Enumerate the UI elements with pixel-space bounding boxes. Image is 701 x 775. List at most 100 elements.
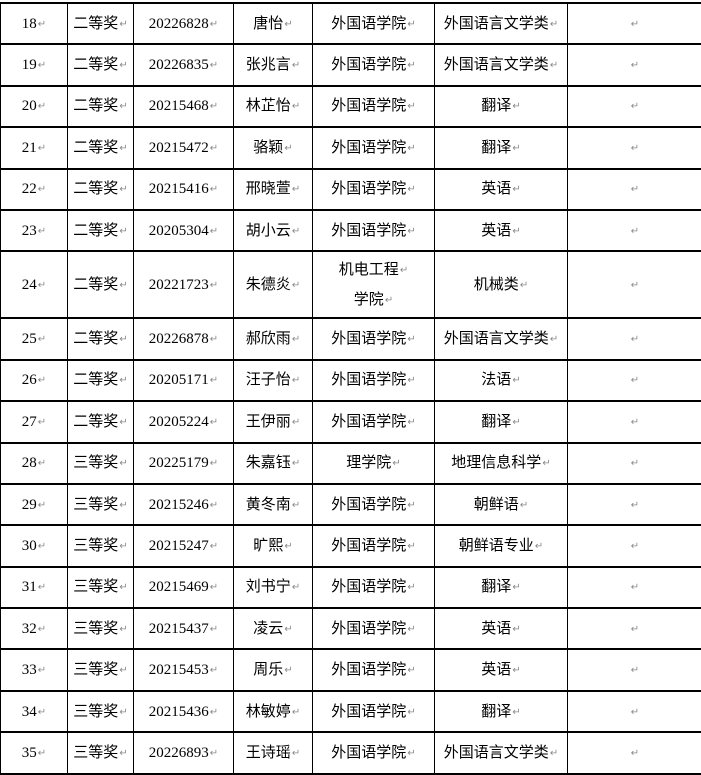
- cell-major[interactable]: 翻译↵: [434, 126, 568, 170]
- cell-name[interactable]: 邢晓萱↵: [233, 168, 313, 211]
- cell-student-id[interactable]: 20221723↵: [133, 250, 234, 319]
- cell-row-number[interactable]: 29↵: [0, 483, 68, 526]
- cell-name[interactable]: 旷熙↵: [233, 524, 313, 568]
- cell-empty[interactable]: ↵: [567, 359, 701, 402]
- cell-award[interactable]: 三等奖↵: [67, 648, 134, 692]
- cell-student-id[interactable]: 20225179↵: [133, 442, 234, 485]
- cell-empty[interactable]: ↵: [567, 566, 701, 609]
- cell-student-id[interactable]: 20226835↵: [133, 43, 234, 87]
- cell-name[interactable]: 胡小云↵: [233, 209, 313, 252]
- cell-student-id[interactable]: 20215436↵: [133, 690, 234, 733]
- cell-award[interactable]: 三等奖↵: [67, 566, 134, 609]
- cell-college[interactable]: 外国语学院↵: [312, 317, 435, 361]
- cell-college[interactable]: 外国语学院↵: [312, 731, 435, 775]
- cell-college[interactable]: 外国语学院↵: [312, 648, 435, 692]
- cell-major[interactable]: 朝鲜语↵: [434, 483, 568, 526]
- cell-major[interactable]: 地理信息科学↵: [434, 442, 568, 485]
- cell-empty[interactable]: ↵: [567, 483, 701, 526]
- cell-award[interactable]: 二等奖↵: [67, 317, 134, 361]
- cell-name[interactable]: 周乐↵: [233, 648, 313, 692]
- cell-college[interactable]: 机电工程↵ 学院↵: [312, 250, 435, 319]
- cell-row-number[interactable]: 24↵: [0, 250, 68, 319]
- cell-empty[interactable]: ↵: [567, 209, 701, 252]
- cell-empty[interactable]: ↵: [567, 85, 701, 128]
- cell-empty[interactable]: ↵: [567, 400, 701, 444]
- cell-name[interactable]: 林敏婷↵: [233, 690, 313, 733]
- cell-student-id[interactable]: 20205304↵: [133, 209, 234, 252]
- cell-major[interactable]: 翻译↵: [434, 566, 568, 609]
- cell-award[interactable]: 二等奖↵: [67, 250, 134, 319]
- cell-major[interactable]: 英语↵: [434, 648, 568, 692]
- cell-empty[interactable]: ↵: [567, 442, 701, 485]
- cell-award[interactable]: 三等奖↵: [67, 442, 134, 485]
- cell-row-number[interactable]: 21↵: [0, 126, 68, 170]
- cell-empty[interactable]: ↵: [567, 648, 701, 692]
- cell-name[interactable]: 林芷怡↵: [233, 85, 313, 128]
- cell-row-number[interactable]: 23↵: [0, 209, 68, 252]
- cell-student-id[interactable]: 20205224↵: [133, 400, 234, 444]
- cell-student-id[interactable]: 20226878↵: [133, 317, 234, 361]
- cell-award[interactable]: 三等奖↵: [67, 690, 134, 733]
- cell-college[interactable]: 外国语学院↵: [312, 400, 435, 444]
- cell-major[interactable]: 机械类↵: [434, 250, 568, 319]
- cell-award[interactable]: 二等奖↵: [67, 359, 134, 402]
- cell-row-number[interactable]: 25↵: [0, 317, 68, 361]
- cell-row-number[interactable]: 27↵: [0, 400, 68, 444]
- cell-name[interactable]: 刘书宁↵: [233, 566, 313, 609]
- cell-name[interactable]: 唐怡↵: [233, 2, 313, 45]
- cell-row-number[interactable]: 35↵: [0, 731, 68, 775]
- cell-major[interactable]: 外国语言文学类↵: [434, 731, 568, 775]
- cell-row-number[interactable]: 31↵: [0, 566, 68, 609]
- cell-college[interactable]: 外国语学院↵: [312, 85, 435, 128]
- cell-empty[interactable]: ↵: [567, 168, 701, 211]
- cell-name[interactable]: 黄冬南↵: [233, 483, 313, 526]
- cell-student-id[interactable]: 20215453↵: [133, 648, 234, 692]
- cell-award[interactable]: 二等奖↵: [67, 43, 134, 87]
- cell-college[interactable]: 外国语学院↵: [312, 566, 435, 609]
- cell-award[interactable]: 二等奖↵: [67, 126, 134, 170]
- cell-college[interactable]: 外国语学院↵: [312, 2, 435, 45]
- cell-major[interactable]: 翻译↵: [434, 400, 568, 444]
- cell-award[interactable]: 三等奖↵: [67, 731, 134, 775]
- cell-row-number[interactable]: 30↵: [0, 524, 68, 568]
- cell-row-number[interactable]: 20↵: [0, 85, 68, 128]
- cell-student-id[interactable]: 20215246↵: [133, 483, 234, 526]
- cell-award[interactable]: 二等奖↵: [67, 168, 134, 211]
- cell-student-id[interactable]: 20215416↵: [133, 168, 234, 211]
- cell-student-id[interactable]: 20215469↵: [133, 566, 234, 609]
- cell-student-id[interactable]: 20205171↵: [133, 359, 234, 402]
- cell-empty[interactable]: ↵: [567, 731, 701, 775]
- cell-row-number[interactable]: 28↵: [0, 442, 68, 485]
- cell-row-number[interactable]: 33↵: [0, 648, 68, 692]
- cell-row-number[interactable]: 32↵: [0, 607, 68, 650]
- cell-row-number[interactable]: 22↵: [0, 168, 68, 211]
- cell-name[interactable]: 朱德炎↵: [233, 250, 313, 319]
- cell-major[interactable]: 外国语言文学类↵: [434, 2, 568, 45]
- cell-empty[interactable]: ↵: [567, 126, 701, 170]
- cell-award[interactable]: 二等奖↵: [67, 209, 134, 252]
- cell-empty[interactable]: ↵: [567, 690, 701, 733]
- cell-major[interactable]: 英语↵: [434, 209, 568, 252]
- cell-row-number[interactable]: 26↵: [0, 359, 68, 402]
- cell-empty[interactable]: ↵: [567, 2, 701, 45]
- cell-major[interactable]: 翻译↵: [434, 690, 568, 733]
- cell-name[interactable]: 汪子怡↵: [233, 359, 313, 402]
- cell-award[interactable]: 二等奖↵: [67, 400, 134, 444]
- cell-empty[interactable]: ↵: [567, 524, 701, 568]
- cell-student-id[interactable]: 20226893↵: [133, 731, 234, 775]
- cell-college[interactable]: 外国语学院↵: [312, 209, 435, 252]
- cell-award[interactable]: 二等奖↵: [67, 2, 134, 45]
- cell-award[interactable]: 三等奖↵: [67, 524, 134, 568]
- cell-major[interactable]: 英语↵: [434, 168, 568, 211]
- cell-major[interactable]: 英语↵: [434, 607, 568, 650]
- cell-row-number[interactable]: 34↵: [0, 690, 68, 733]
- cell-name[interactable]: 朱嘉钰↵: [233, 442, 313, 485]
- cell-college[interactable]: 理学院↵: [312, 442, 435, 485]
- cell-name[interactable]: 凌云↵: [233, 607, 313, 650]
- cell-name[interactable]: 王诗瑶↵: [233, 731, 313, 775]
- cell-name[interactable]: 王伊丽↵: [233, 400, 313, 444]
- cell-row-number[interactable]: 18↵: [0, 2, 68, 45]
- cell-student-id[interactable]: 20215247↵: [133, 524, 234, 568]
- cell-award[interactable]: 三等奖↵: [67, 483, 134, 526]
- cell-college[interactable]: 外国语学院↵: [312, 359, 435, 402]
